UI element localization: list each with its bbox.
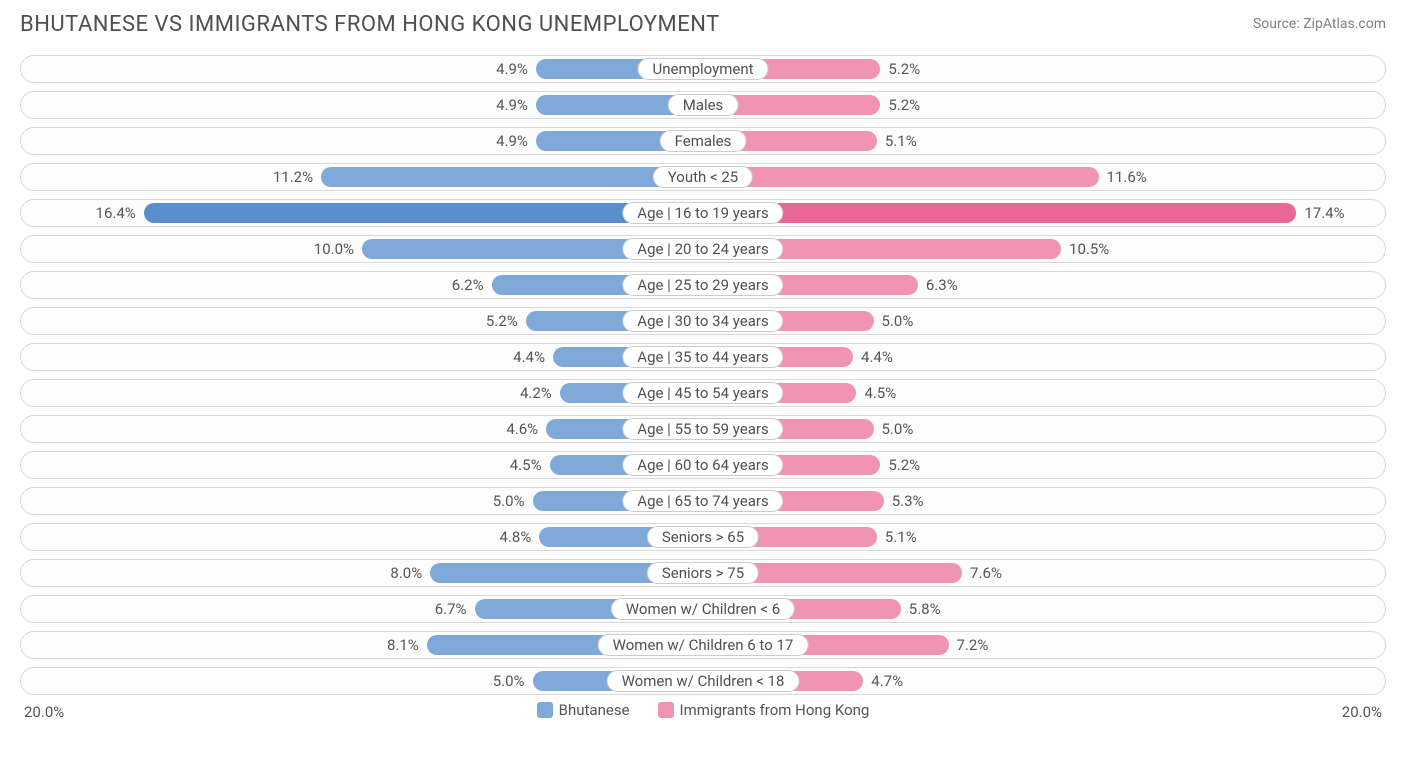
category-label: Age | 60 to 64 years — [622, 454, 783, 476]
value-label-left: 8.1% — [387, 636, 419, 654]
value-label-left: 4.2% — [520, 384, 552, 402]
bar-row: 6.2% 6.3% Age | 25 to 29 years — [20, 271, 1386, 299]
bar-row: 16.4% 17.4% Age | 16 to 19 years — [20, 199, 1386, 227]
axis-left-label: 20.0% — [24, 703, 64, 721]
bar-left — [144, 203, 703, 223]
category-label: Age | 55 to 59 years — [622, 418, 783, 440]
value-label-right: 4.4% — [861, 348, 893, 366]
category-label: Women w/ Children 6 to 17 — [598, 634, 809, 656]
value-label-right: 4.5% — [864, 384, 896, 402]
bar-right — [703, 167, 1099, 187]
value-label-right: 5.2% — [888, 456, 920, 474]
value-label-left: 16.4% — [96, 204, 136, 222]
chart-legend: Bhutanese Immigrants from Hong Kong — [20, 701, 1386, 719]
value-label-left: 5.2% — [486, 312, 518, 330]
value-label-right: 5.2% — [888, 60, 920, 78]
category-label: Women w/ Children < 18 — [607, 670, 800, 692]
bar-row: 10.0% 10.5% Age | 20 to 24 years — [20, 235, 1386, 263]
value-label-left: 10.0% — [314, 240, 354, 258]
value-label-left: 4.9% — [496, 60, 528, 78]
value-label-left: 11.2% — [273, 168, 313, 186]
category-label: Age | 45 to 54 years — [622, 382, 783, 404]
category-label: Unemployment — [637, 58, 768, 80]
legend-label-right: Immigrants from Hong Kong — [680, 701, 870, 719]
bar-row: 6.7% 5.8% Women w/ Children < 6 — [20, 595, 1386, 623]
category-label: Age | 25 to 29 years — [622, 274, 783, 296]
legend-label-left: Bhutanese — [559, 701, 630, 719]
bar-left — [321, 167, 703, 187]
value-label-right: 7.6% — [970, 564, 1002, 582]
category-label: Seniors > 75 — [647, 562, 759, 584]
category-label: Females — [660, 130, 747, 152]
value-label-left: 4.4% — [513, 348, 545, 366]
value-label-right: 7.2% — [957, 636, 989, 654]
value-label-right: 5.0% — [882, 312, 914, 330]
value-label-right: 17.4% — [1304, 204, 1344, 222]
value-label-right: 5.8% — [909, 600, 941, 618]
chart-header: BHUTANESE VS IMMIGRANTS FROM HONG KONG U… — [20, 12, 1386, 37]
value-label-left: 5.0% — [493, 672, 525, 690]
bar-right — [703, 203, 1296, 223]
bar-row: 4.9% 5.1% Females — [20, 127, 1386, 155]
value-label-left: 4.6% — [506, 420, 538, 438]
category-label: Age | 20 to 24 years — [622, 238, 783, 260]
bar-row: 4.8% 5.1% Seniors > 65 — [20, 523, 1386, 551]
value-label-left: 6.2% — [452, 276, 484, 294]
chart-area: 4.9% 5.2% Unemployment 4.9% 5.2% Males 4.9% 5.1… — [20, 55, 1386, 695]
bar-row: 4.4% 4.4% Age | 35 to 44 years — [20, 343, 1386, 371]
category-label: Age | 16 to 19 years — [622, 202, 783, 224]
category-label: Women w/ Children < 6 — [611, 598, 795, 620]
value-label-left: 4.9% — [496, 132, 528, 150]
axis-right-label: 20.0% — [1342, 703, 1382, 721]
bar-row: 8.0% 7.6% Seniors > 75 — [20, 559, 1386, 587]
category-label: Youth < 25 — [653, 166, 753, 188]
bar-row: 5.2% 5.0% Age | 30 to 34 years — [20, 307, 1386, 335]
bar-row: 4.9% 5.2% Males — [20, 91, 1386, 119]
value-label-right: 11.6% — [1107, 168, 1147, 186]
value-label-right: 5.1% — [885, 132, 917, 150]
value-label-right: 4.7% — [871, 672, 903, 690]
value-label-right: 6.3% — [926, 276, 958, 294]
value-label-right: 5.2% — [888, 96, 920, 114]
bar-row: 4.6% 5.0% Age | 55 to 59 years — [20, 415, 1386, 443]
value-label-left: 4.9% — [496, 96, 528, 114]
category-label: Age | 65 to 74 years — [622, 490, 783, 512]
chart-source: Source: ZipAtlas.com — [1253, 16, 1386, 32]
category-label: Age | 30 to 34 years — [622, 310, 783, 332]
bar-row: 8.1% 7.2% Women w/ Children 6 to 17 — [20, 631, 1386, 659]
legend-item-left: Bhutanese — [537, 701, 630, 719]
bar-row: 4.9% 5.2% Unemployment — [20, 55, 1386, 83]
value-label-left: 6.7% — [435, 600, 467, 618]
legend-swatch-icon — [537, 702, 553, 718]
category-label: Males — [668, 94, 739, 116]
bar-row: 11.2% 11.6% Youth < 25 — [20, 163, 1386, 191]
value-label-left: 4.5% — [510, 456, 542, 474]
category-label: Age | 35 to 44 years — [622, 346, 783, 368]
value-label-right: 5.3% — [892, 492, 924, 510]
value-label-left: 5.0% — [493, 492, 525, 510]
bar-row: 4.2% 4.5% Age | 45 to 54 years — [20, 379, 1386, 407]
bar-row: 4.5% 5.2% Age | 60 to 64 years — [20, 451, 1386, 479]
value-label-left: 8.0% — [390, 564, 422, 582]
value-label-right: 10.5% — [1069, 240, 1109, 258]
chart-title: BHUTANESE VS IMMIGRANTS FROM HONG KONG U… — [20, 12, 720, 37]
value-label-right: 5.1% — [885, 528, 917, 546]
bar-row: 5.0% 4.7% Women w/ Children < 18 — [20, 667, 1386, 695]
category-label: Seniors > 65 — [647, 526, 759, 548]
value-label-right: 5.0% — [882, 420, 914, 438]
legend-item-right: Immigrants from Hong Kong — [658, 701, 870, 719]
legend-swatch-icon — [658, 702, 674, 718]
bar-row: 5.0% 5.3% Age | 65 to 74 years — [20, 487, 1386, 515]
value-label-left: 4.8% — [500, 528, 532, 546]
